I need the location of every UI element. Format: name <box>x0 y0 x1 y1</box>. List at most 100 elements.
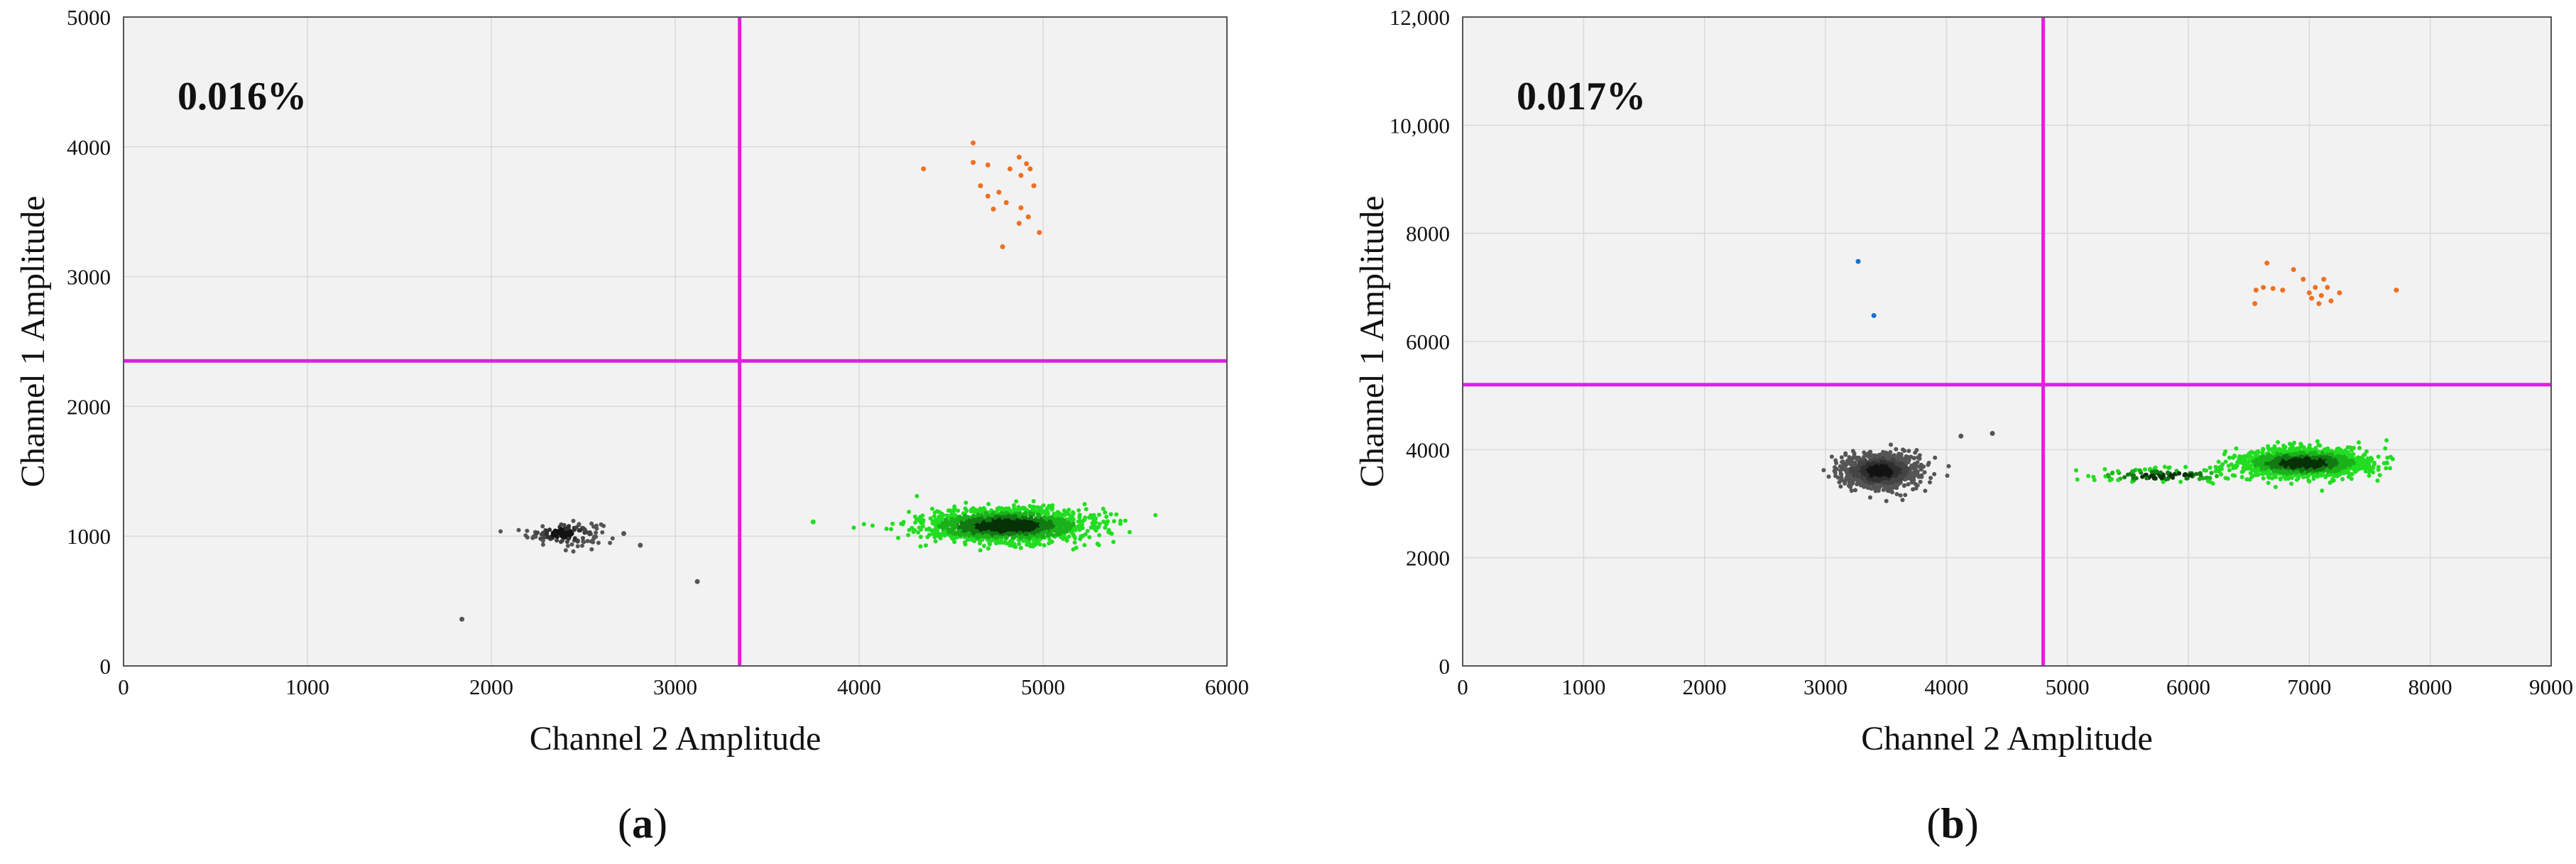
droplet-point <box>1862 471 1867 475</box>
droplet-point <box>2075 477 2080 482</box>
droplet-point <box>2198 473 2203 478</box>
droplet-point <box>1025 214 1031 220</box>
droplet-point <box>2161 474 2166 479</box>
droplet-point <box>1901 463 1906 468</box>
y-tick-label: 4000 <box>1406 437 1450 462</box>
droplet-point <box>2388 466 2393 471</box>
droplet-point <box>2306 461 2311 465</box>
droplet-point <box>974 528 979 533</box>
droplet-point <box>1103 525 1108 530</box>
droplet-point <box>947 521 952 526</box>
droplet-point <box>1902 477 1907 482</box>
droplet-point <box>2232 454 2237 459</box>
droplet-point <box>997 537 1002 542</box>
droplet-point <box>2261 448 2266 453</box>
droplet-point <box>951 530 956 535</box>
droplet-point <box>1047 503 1052 508</box>
droplet-point <box>2346 474 2351 479</box>
droplet-point <box>2340 477 2345 481</box>
droplet-point <box>1037 229 1042 235</box>
droplet-point <box>1853 488 1857 493</box>
droplet-point <box>1017 530 1022 535</box>
droplet-point <box>1018 545 1023 550</box>
x-tick-label: 5000 <box>2046 674 2090 699</box>
droplet-point <box>1030 511 1035 516</box>
droplet-point <box>560 533 565 538</box>
droplet-point <box>1040 508 1045 513</box>
droplet-point <box>1061 532 1066 537</box>
droplet-point <box>942 523 947 527</box>
droplet-point <box>956 531 961 536</box>
droplet-point <box>954 535 959 540</box>
y-tick-label: 5000 <box>67 5 111 30</box>
droplet-point <box>2251 456 2256 461</box>
droplet-point <box>1104 522 1109 527</box>
droplet-point <box>1891 485 1896 490</box>
droplet-point <box>1059 525 1064 530</box>
x-tick-label: 7000 <box>2287 674 2331 699</box>
droplet-point <box>1010 524 1015 529</box>
droplet-point <box>1829 454 1834 459</box>
droplet-point <box>1856 466 1861 471</box>
droplet-point <box>555 531 560 536</box>
droplet-point <box>1911 487 1916 492</box>
droplet-point <box>1909 471 1914 476</box>
droplet-point <box>2171 475 2176 480</box>
droplet-point <box>1910 478 1915 483</box>
droplet-point <box>2347 471 2351 476</box>
droplet-point <box>1843 480 1848 484</box>
droplet-point <box>1902 483 1907 488</box>
droplet-point <box>963 542 968 547</box>
droplet-point <box>971 531 976 536</box>
droplet-point <box>921 518 926 523</box>
droplet-point <box>2183 464 2188 469</box>
droplet-point <box>946 530 951 535</box>
droplet-point <box>985 518 990 523</box>
droplet-point <box>2296 464 2301 469</box>
droplet-point <box>588 532 593 536</box>
droplet-point <box>2218 465 2223 470</box>
droplet-point <box>986 530 990 535</box>
droplet-point <box>1052 520 1057 525</box>
droplet-point <box>978 541 982 546</box>
droplet-point <box>1839 476 1844 480</box>
droplet-point <box>916 530 921 535</box>
droplet-point <box>1847 474 1852 479</box>
droplet-point <box>1868 449 1873 454</box>
droplet-point <box>569 542 574 547</box>
droplet-point <box>1861 476 1866 481</box>
y-tick-label: 10,000 <box>1390 113 1450 138</box>
droplet-point <box>1061 508 1066 513</box>
droplet-point <box>1906 460 1911 465</box>
droplet-point <box>1911 456 1916 461</box>
droplet-point <box>1057 532 1062 537</box>
droplet-point <box>1905 466 1910 471</box>
droplet-point <box>2295 469 2300 474</box>
droplet-point <box>942 530 947 534</box>
droplet-point <box>1128 530 1132 535</box>
x-tick-label: 6000 <box>1205 674 1249 699</box>
droplet-point <box>2334 460 2339 465</box>
x-axis-label: Channel 2 Amplitude <box>1861 720 2153 758</box>
droplet-point <box>1849 488 1854 493</box>
droplet-point <box>1057 520 1062 525</box>
droplet-point <box>2280 288 2286 293</box>
droplet-point <box>1123 518 1128 523</box>
droplet-point <box>963 528 968 533</box>
droplet-point <box>2230 473 2235 478</box>
droplet-point <box>1879 459 1884 464</box>
droplet-point <box>1077 513 1082 518</box>
droplet-point <box>2271 451 2276 456</box>
droplet-point <box>1853 469 1858 474</box>
droplet-point <box>2189 473 2194 478</box>
droplet-point <box>956 508 961 513</box>
droplet-point <box>2234 446 2239 451</box>
panel-caption: (b) <box>1926 800 1978 847</box>
droplet-point <box>928 516 933 521</box>
droplet-point <box>993 515 998 520</box>
droplet-point <box>2296 476 2301 481</box>
droplet-point <box>2273 447 2278 452</box>
droplet-point <box>1027 535 1032 540</box>
droplet-point <box>977 519 982 524</box>
droplet-point <box>1040 535 1044 540</box>
